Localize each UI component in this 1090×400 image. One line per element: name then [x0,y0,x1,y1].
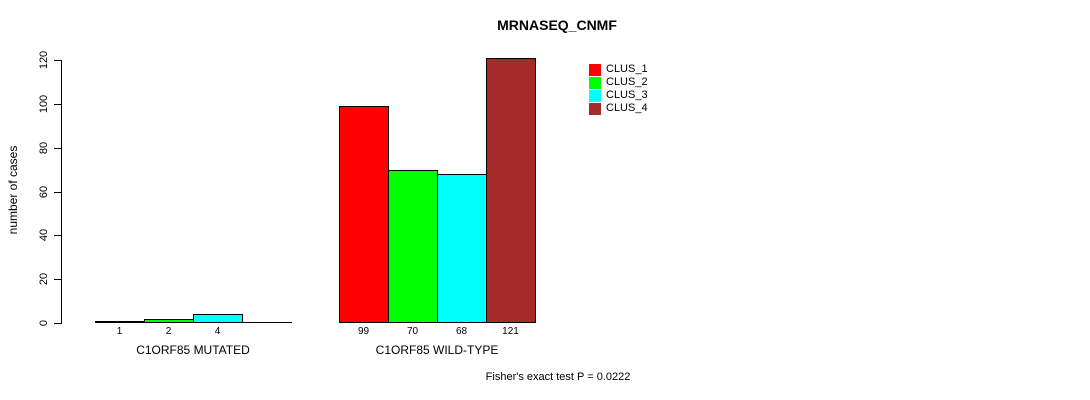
bar-clus_3 [437,174,487,323]
y-tick-label: 120 [38,50,50,70]
bar-value-label: 1 [116,326,123,337]
y-tick-mark [54,235,61,236]
bar-clus_2 [144,319,194,323]
y-axis-line [61,60,62,324]
legend-swatch-clus_1 [589,63,601,76]
bar-value-label: 70 [406,326,419,337]
bar-value-label: 99 [357,326,370,337]
bar-value-label: 121 [502,326,519,337]
bar-value-label: 68 [455,326,468,337]
bar-clus_1 [339,106,389,323]
y-tick-mark [54,60,61,61]
legend-label: CLUS_4 [606,102,648,114]
legend-swatch-clus_4 [589,102,601,115]
legend-row: CLUS_1 [589,63,648,76]
legend-swatch-clus_3 [589,89,601,102]
y-tick-label: 0 [38,319,50,327]
y-tick-mark [54,104,61,105]
legend-swatch-clus_2 [589,76,601,89]
y-tick-mark [54,192,61,193]
y-tick-label: 80 [38,141,50,155]
y-tick-label: 40 [38,228,50,242]
x-category-label: C1ORF85 WILD-TYPE [375,343,499,357]
y-tick-mark [54,323,61,324]
legend-label: CLUS_1 [606,63,648,75]
bar-clus_4 [486,58,536,323]
bar-clus_3 [193,314,243,323]
y-tick-label: 100 [38,94,50,114]
y-tick-label: 60 [38,185,50,199]
y-tick-label: 20 [38,272,50,286]
legend-row: CLUS_2 [589,76,648,89]
bar-value-label: 2 [165,326,172,337]
legend-row: CLUS_4 [589,102,648,115]
y-tick-mark [54,279,61,280]
bar-clus_1 [95,321,145,323]
chart-title: MRNASEQ_CNMF [497,17,617,33]
bar-clus_2 [388,170,438,323]
x-category-label: C1ORF85 MUTATED [136,343,250,357]
y-axis-label: number of cases [6,145,20,235]
stat-annotation: Fisher's exact test P = 0.0222 [485,371,631,383]
legend: CLUS_1 CLUS_2 CLUS_3 CLUS_4 [589,63,648,115]
legend-label: CLUS_2 [606,76,648,88]
legend-row: CLUS_3 [589,89,648,102]
legend-label: CLUS_3 [606,89,648,101]
y-tick-mark [54,148,61,149]
bar-value-label: 4 [214,326,221,337]
